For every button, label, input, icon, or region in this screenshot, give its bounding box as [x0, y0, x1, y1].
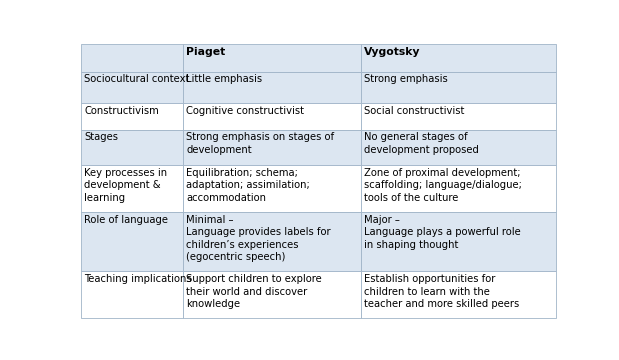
Text: Zone of proximal development;
scaffolding; language/dialogue;
tools of the cultu: Zone of proximal development; scaffoldin… [365, 168, 522, 203]
Text: Role of language: Role of language [84, 215, 168, 225]
Bar [361, 72, 556, 103]
Bar [81, 44, 183, 72]
Text: Minimal –
Language provides labels for
children’s experiences
(egocentric speech: Minimal – Language provides labels for c… [186, 215, 331, 262]
Text: Strong emphasis on stages of
development: Strong emphasis on stages of development [186, 132, 334, 155]
Text: Support children to explore
their world and discover
knowledge: Support children to explore their world … [186, 274, 322, 309]
Bar [183, 271, 361, 318]
Bar [183, 130, 361, 165]
Text: Key processes in
development &
learning: Key processes in development & learning [84, 168, 167, 203]
Bar [183, 44, 361, 72]
Bar [81, 103, 183, 130]
Bar [183, 165, 361, 212]
Text: Social constructivist: Social constructivist [365, 106, 465, 116]
Bar [81, 212, 183, 271]
Text: Stages: Stages [84, 132, 118, 142]
Text: Sociocultural context: Sociocultural context [84, 75, 189, 84]
Text: Strong emphasis: Strong emphasis [365, 75, 448, 84]
Text: Little emphasis: Little emphasis [186, 75, 262, 84]
Text: Major –
Language plays a powerful role
in shaping thought: Major – Language plays a powerful role i… [365, 215, 521, 249]
Text: Teaching implications: Teaching implications [84, 274, 192, 284]
Text: No general stages of
development proposed: No general stages of development propose… [365, 132, 479, 155]
Bar [361, 103, 556, 130]
Text: Equilibration; schema;
adaptation; assimilation;
accommodation: Equilibration; schema; adaptation; assim… [186, 168, 310, 203]
Bar [81, 165, 183, 212]
Bar [361, 130, 556, 165]
Bar [183, 72, 361, 103]
Bar [183, 103, 361, 130]
Bar [361, 271, 556, 318]
Text: Cognitive constructivist: Cognitive constructivist [186, 106, 304, 116]
Text: Vygotsky: Vygotsky [365, 46, 421, 57]
Text: Piaget: Piaget [186, 46, 225, 57]
Bar [81, 130, 183, 165]
Bar [81, 271, 183, 318]
Bar [361, 212, 556, 271]
Text: Constructivism: Constructivism [84, 106, 159, 116]
Text: Establish opportunities for
children to learn with the
teacher and more skilled : Establish opportunities for children to … [365, 274, 519, 309]
Bar [361, 165, 556, 212]
Bar [361, 44, 556, 72]
Bar [183, 212, 361, 271]
Bar [81, 72, 183, 103]
